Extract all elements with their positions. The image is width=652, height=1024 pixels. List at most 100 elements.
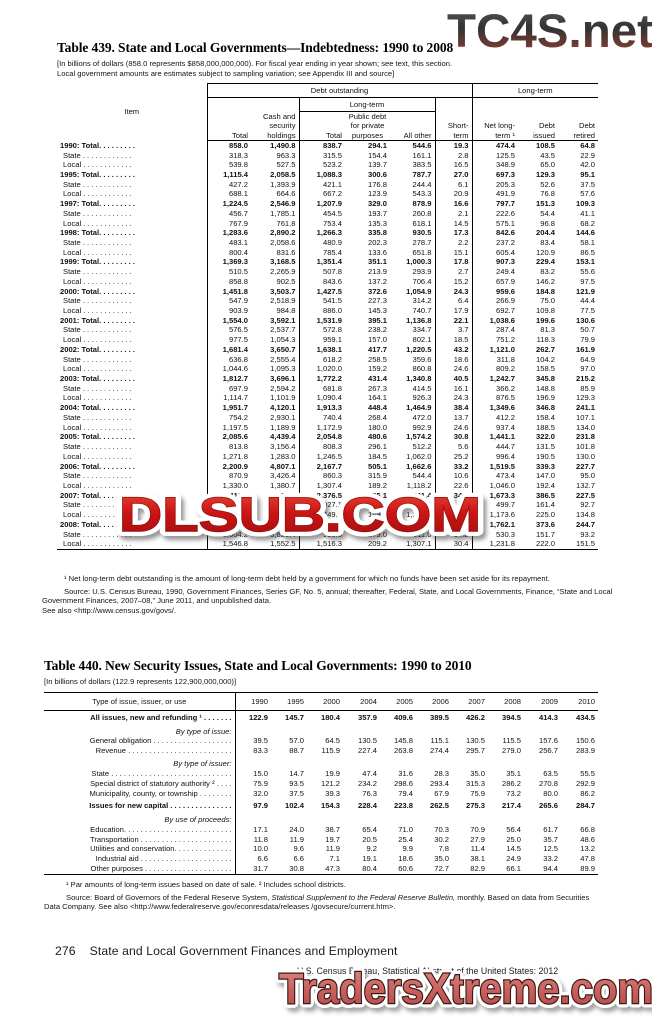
cell-value: 1,020.0: [316, 364, 342, 374]
cell-value: 137.2: [367, 276, 387, 286]
cell-value: 35.0: [434, 854, 449, 864]
cell-value: 1,246.5: [316, 451, 342, 461]
cell-value: 314.2: [390, 296, 436, 307]
cell-value: 215.2: [576, 374, 596, 384]
cell-value: 97.5: [580, 276, 596, 286]
header-debt-retired: Debt retired: [558, 97, 599, 141]
cell-value: 43.5: [540, 150, 556, 160]
cell-value: 97.0: [580, 364, 596, 374]
cell-value: 480.6: [367, 432, 387, 442]
table-439-row: 1995: Total. . . . . . . . . 1,115.4 2,058…: [57, 169, 598, 180]
row-label: State . . . . . . . . . . . .: [57, 500, 208, 511]
cell-value: 222.6: [496, 208, 516, 218]
empty-cell: [452, 724, 488, 737]
cell-value: 1,548.3: [251, 510, 300, 520]
cell-value: 71.0: [398, 824, 413, 834]
footer-section-title: State and Local Government Finances and …: [89, 944, 398, 958]
empty-cell: [271, 756, 307, 769]
empty-cell: [561, 756, 598, 769]
cell-value: 1,951.7: [222, 403, 248, 413]
cell-value: 77.5: [580, 306, 596, 316]
cell-value: 70.3: [434, 824, 449, 834]
cell-value: 2,376.5: [316, 490, 342, 500]
table-440-row: By use of proceeds:: [44, 811, 598, 825]
row-label: State . . . . . . . . . . . .: [57, 150, 208, 161]
cell-value: 1,785.1: [251, 208, 300, 219]
row-label: 2002: Total. . . . . . . . .: [57, 344, 208, 355]
header-year: 2006: [416, 691, 452, 711]
cell-value: 283.9: [575, 746, 595, 756]
cell-value: 64.8: [580, 140, 596, 150]
header-year: 2004: [343, 691, 380, 711]
row-label: 2007: Total. . . . . . . . .: [57, 490, 208, 501]
cell-value: 1,519.5: [489, 461, 516, 471]
cell-value: 204.4: [536, 228, 556, 238]
row-label: By type of issuer:: [44, 756, 236, 770]
cell-value: 4,120.1: [251, 403, 300, 413]
cell-value: 15.2: [435, 276, 473, 287]
cell-value: 76.3: [362, 788, 377, 798]
cell-value: 27.0: [435, 169, 473, 180]
table-440-row: Municipality, county, or township . . . …: [44, 788, 598, 799]
cell-value: 990.0: [322, 529, 342, 539]
cell-value: 286.2: [501, 779, 521, 789]
table-439-see-also: See also <http://www.census.gov/govs/.: [42, 605, 177, 615]
cell-value: 231.8: [576, 432, 596, 442]
table-439-row: State . . . . . . . . . . . . 697.9 2,594.…: [57, 383, 598, 394]
row-label: Special district of statutory authority …: [44, 779, 236, 789]
table-439-row: 1998: Total. . . . . . . . . 1,283.6 2,890…: [57, 228, 598, 238]
cell-value: 268.4: [367, 412, 387, 422]
cell-value: 120.9: [536, 247, 556, 257]
cell-value: 6.4: [435, 296, 473, 307]
cell-value: 1,283.0: [251, 451, 300, 462]
cell-value: 6.1: [435, 179, 473, 190]
watermark-tradersxtreme: TradersXtreme.com TradersXtreme.com: [275, 961, 652, 1018]
cell-value: 164.1: [367, 393, 387, 403]
cell-value: 83.2: [540, 267, 556, 277]
cell-value: 5.6: [435, 442, 473, 452]
cell-value: 109.3: [576, 199, 596, 209]
cell-value: 279.0: [501, 746, 521, 756]
cell-value: 205.3: [496, 179, 516, 189]
header-total: Total: [207, 97, 251, 141]
empty-cell: [235, 756, 271, 769]
table-440: Type of issue, issuer, or use 1990 1995 20…: [44, 691, 598, 876]
cell-value: 88.7: [289, 746, 304, 756]
row-label: Issues for new capital . . . . . . . . .…: [44, 798, 236, 812]
cell-value: 527.5: [251, 160, 300, 170]
cell-value: 139.7: [367, 160, 387, 170]
table-439-row: Local . . . . . . . . . . . . 539.8 527.5 5…: [57, 160, 598, 170]
cell-value: 1,662.6: [390, 461, 436, 472]
table-440-row: Transportation . . . . . . . . . . . . .…: [44, 834, 598, 845]
cell-value: 134.8: [576, 510, 596, 520]
cell-value: 417.7: [367, 344, 387, 354]
cell-value: 157.0: [367, 335, 387, 345]
table-440-footnotes: ¹ Par amounts of long-term issues based …: [44, 880, 604, 912]
cell-value: 1,207.9: [316, 199, 342, 209]
cell-value: 434.5: [575, 712, 595, 722]
cell-value: 57.6: [580, 189, 596, 199]
cell-value: 1,393.9: [251, 179, 300, 190]
credit-line: U.S. Census Bureau, Statistical Abstract…: [297, 966, 559, 976]
row-label: 2008: Total. . . . . . . . .: [57, 519, 208, 530]
cell-value: 2,930.1: [251, 412, 300, 423]
cell-value: 10.6: [435, 471, 473, 481]
row-label: Local . . . . . . . . . . . .: [57, 422, 208, 433]
table-439-row: State . . . . . . . . . . . . 318.3 963.3 3…: [57, 150, 598, 161]
cell-value: 56.4: [506, 824, 521, 834]
cell-value: 1,054.9: [390, 286, 436, 297]
cell-value: 80.4: [343, 864, 380, 876]
cell-value: 1,004.2: [222, 529, 248, 539]
cell-value: 1,118.2: [390, 480, 436, 491]
cell-value: 1,330.0: [222, 480, 248, 490]
cell-value: 25.0: [506, 834, 521, 844]
cell-value: 188.5: [536, 422, 556, 432]
cell-value: 256.7: [538, 746, 558, 756]
empty-cell: [488, 756, 524, 769]
cell-value: 3,503.7: [251, 286, 300, 297]
cell-value: 512.2: [390, 442, 436, 452]
cell-value: 22.9: [580, 150, 596, 160]
table-439-row: State . . . . . . . . . . . . 936.5 3,574.…: [57, 500, 598, 511]
table-439-row: 2007: Total. . . . . . . . . 2,411.3 5,122…: [57, 490, 598, 501]
